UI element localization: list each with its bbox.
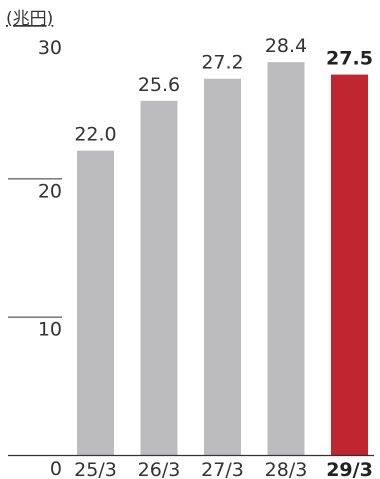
y-tick-label: 0 [50,458,62,479]
value-label: 25.6 [138,74,180,96]
value-label: 22.0 [74,124,116,146]
category-labels: 25/3 26/3 27/3 28/3 29/3 [74,459,373,479]
y-tick-label: 10 [38,319,62,341]
category-label: 25/3 [74,459,117,479]
y-axis-unit-label: (兆円) [6,9,53,29]
y-tick-label: 30 [38,37,62,59]
bar-25-3 [77,150,114,455]
y-axis-ticks: 0 10 20 30 [8,37,62,479]
value-label: 28.4 [265,35,307,57]
bar-26-3 [140,100,178,455]
value-label: 27.2 [201,52,243,74]
category-label: 27/3 [201,459,244,479]
category-label: 29/3 [326,459,373,479]
value-labels: 22.0 25.6 27.2 28.4 27.5 [74,35,373,146]
bar-27-3 [204,78,241,455]
bars [77,62,368,456]
category-label: 28/3 [265,459,308,479]
bar-28-3 [267,62,305,456]
y-tick-label: 20 [38,180,62,202]
bar-29-3 [331,74,368,455]
category-label: 26/3 [138,459,181,479]
value-label: 27.5 [326,48,373,70]
